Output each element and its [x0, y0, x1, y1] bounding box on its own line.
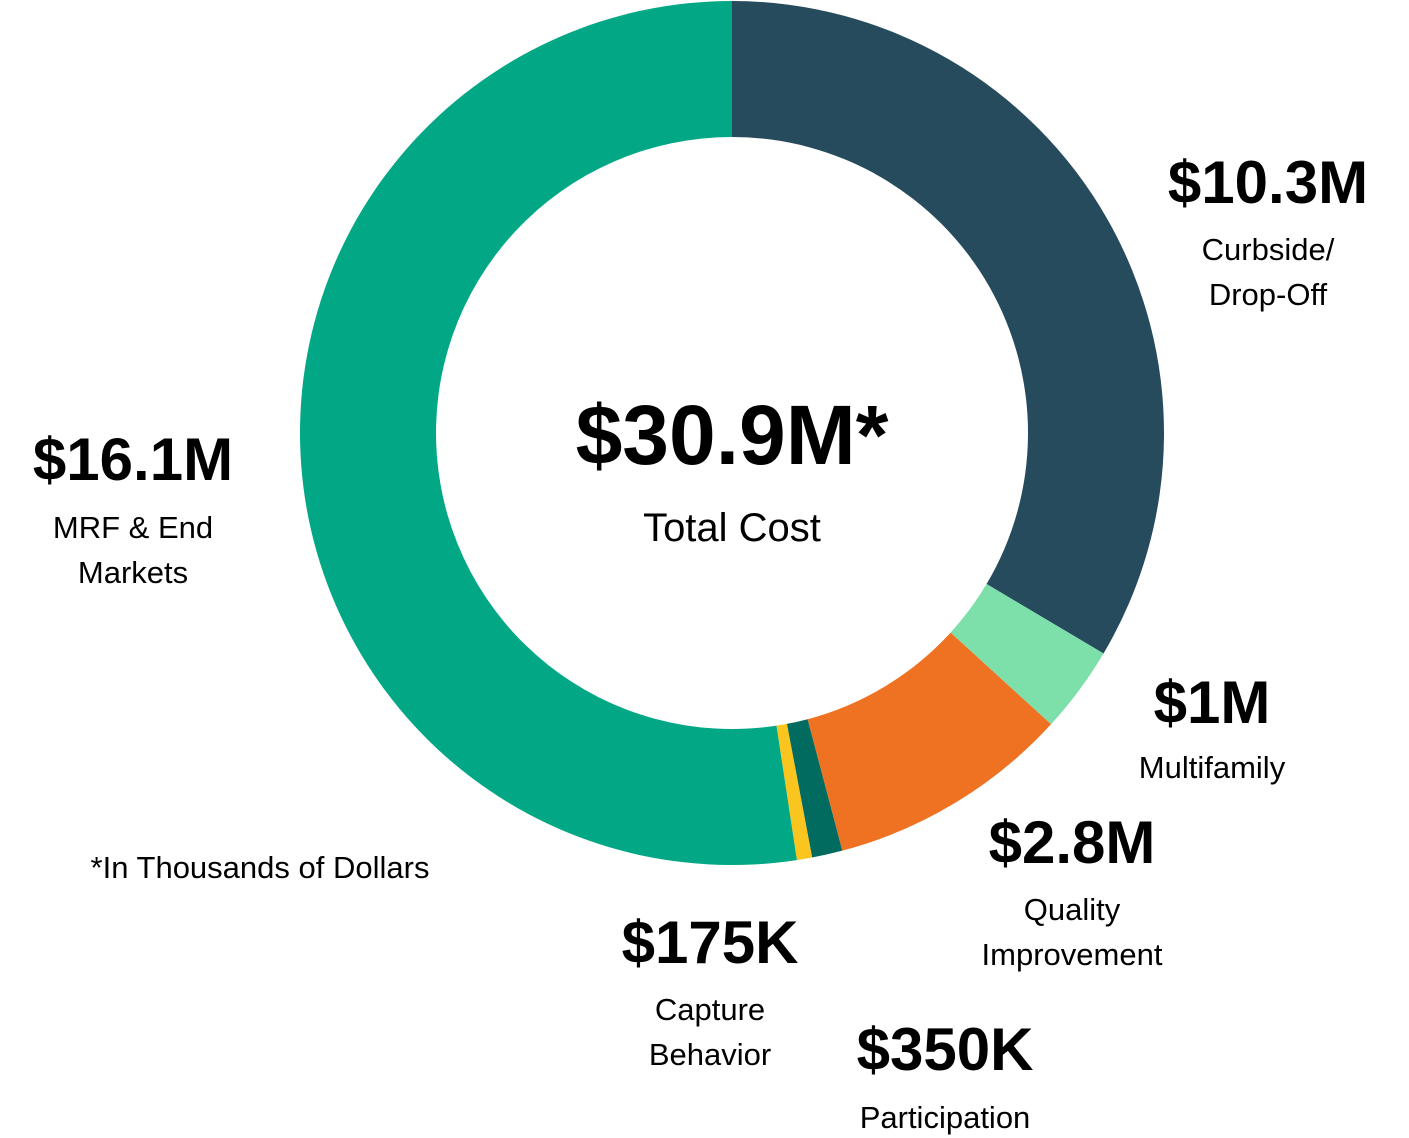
donut-segment [776, 723, 813, 861]
category-label: MRF & End Markets [52, 510, 214, 590]
category-label: Curbside/ Drop-Off [1201, 232, 1335, 312]
category-label: Capture Behavior [648, 992, 772, 1072]
donut-segment [807, 632, 1052, 851]
donut-segment [300, 1, 797, 865]
value-label: $1M [1153, 669, 1271, 736]
donut-segment [950, 584, 1104, 725]
category-label: Participation [859, 1100, 1031, 1135]
category-label: Quality Improvement [981, 892, 1163, 972]
donut-segment [786, 719, 843, 858]
donut-segment [732, 1, 1164, 654]
center-label: Total Cost [643, 506, 821, 550]
value-label: $350K [856, 1016, 1034, 1083]
center-value: $30.9M* [575, 388, 889, 482]
value-label: $2.8M [988, 809, 1156, 876]
category-label: Multifamily [1138, 750, 1286, 785]
value-label: $10.3M [1167, 149, 1369, 216]
note: *In Thousands of Dollars [90, 850, 430, 885]
value-label: $16.1M [32, 426, 234, 493]
value-label: $175K [621, 909, 799, 976]
